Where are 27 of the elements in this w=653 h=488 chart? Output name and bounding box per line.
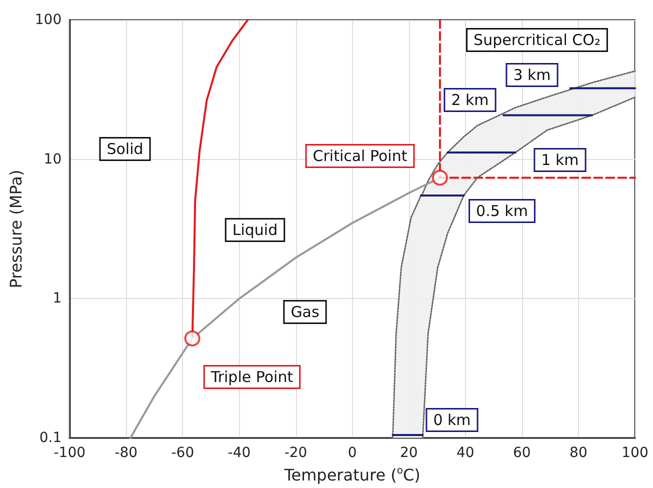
annotation: Liquid — [232, 221, 278, 239]
x-tick-label: 0 — [348, 445, 357, 461]
y-axis-title: Pressure (MPa) — [6, 170, 26, 288]
annotation: Gas — [290, 303, 320, 321]
x-tick-label: 60 — [513, 445, 531, 461]
y-tick-label: 10 — [44, 151, 62, 168]
y-tick-label: 100 — [34, 12, 62, 28]
annotation: Solid — [106, 140, 144, 158]
x-tick-label: -60 — [171, 445, 194, 461]
y-tick-label: 1 — [52, 290, 62, 307]
y-tick-label: 0.1 — [39, 430, 62, 446]
x-tick-label: 100 — [622, 445, 648, 461]
x-tick-label: -80 — [114, 445, 138, 461]
annotation: Supercritical CO₂ — [474, 31, 600, 49]
x-tick-label: 40 — [456, 445, 474, 461]
x-tick-label: -20 — [284, 445, 308, 461]
x-tick-label: -100 — [54, 445, 86, 461]
annotation: 1 km — [541, 151, 579, 169]
annotation: 0.5 km — [476, 202, 528, 220]
annotation: 2 km — [451, 91, 489, 109]
annotation: Critical Point — [312, 147, 408, 165]
x-tick-label: -40 — [228, 445, 251, 461]
annotation: 3 km — [513, 66, 551, 84]
annotation: 0 km — [433, 411, 471, 429]
x-tick-label: 20 — [400, 445, 418, 461]
x-tick-label: 80 — [570, 445, 588, 461]
annotation: Triple Point — [210, 368, 294, 386]
